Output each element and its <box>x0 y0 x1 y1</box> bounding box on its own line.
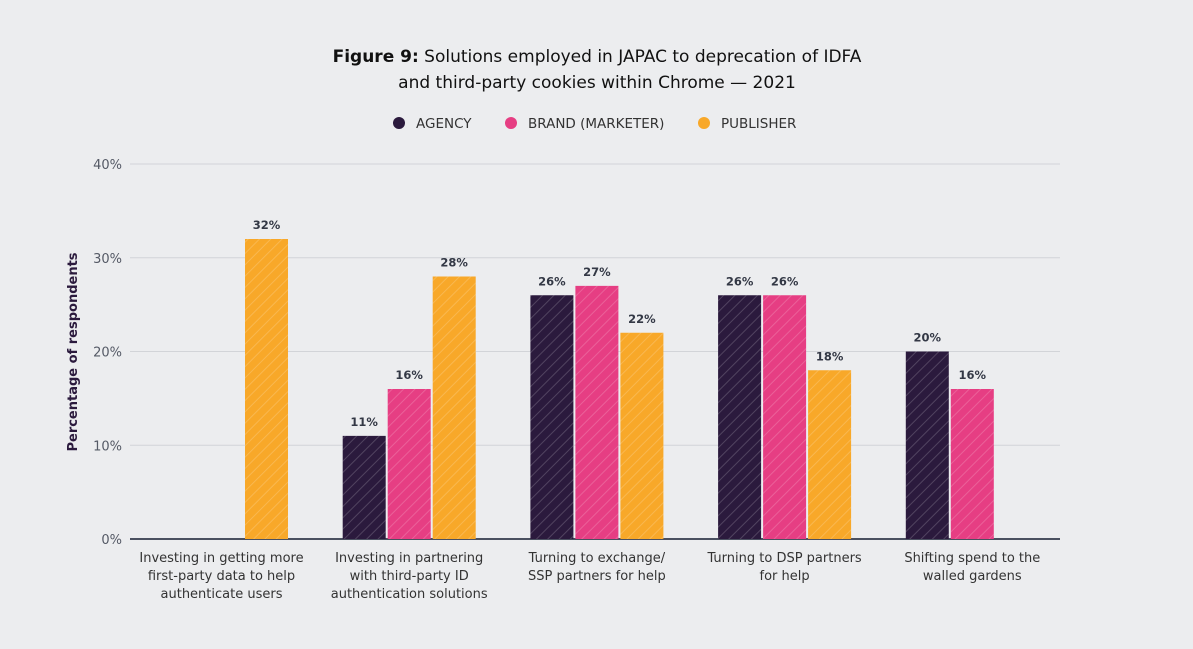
x-tick-label: Investing in partnering <box>335 551 483 566</box>
data-label: 28% <box>440 256 468 270</box>
bar-hatch <box>575 285 619 539</box>
x-tick-label: authentication solutions <box>331 587 488 602</box>
legend-label: PUBLISHER <box>721 116 796 132</box>
data-label: 27% <box>583 265 611 279</box>
bar-hatch <box>432 276 476 539</box>
legend-label: BRAND (MARKETER) <box>528 116 664 132</box>
data-label: 18% <box>816 349 844 363</box>
bar-hatch <box>342 435 386 539</box>
data-label: 11% <box>350 415 378 429</box>
x-tick-label: authenticate users <box>161 587 283 602</box>
y-tick-label: 40% <box>93 158 122 173</box>
bar-hatch <box>950 389 994 539</box>
data-label: 22% <box>628 312 656 326</box>
x-tick-label: walled gardens <box>923 569 1022 584</box>
chart-title: Figure 9: Solutions employed in JAPAC to… <box>333 47 862 67</box>
bar-hatch <box>718 295 762 539</box>
x-tick-label: for help <box>760 569 810 584</box>
data-label: 26% <box>538 274 566 288</box>
data-label: 26% <box>771 274 799 288</box>
data-label: 20% <box>914 331 942 345</box>
x-tick-label: Turning to DSP partners <box>706 551 861 566</box>
x-tick-label: Investing in getting more <box>139 551 303 566</box>
y-tick-label: 20% <box>93 346 122 361</box>
legend-swatch <box>393 117 405 129</box>
y-tick-label: 10% <box>93 439 122 454</box>
bars: 32% 11% 16% 28% 26% 27% 22% 26% 26% 18% 20% 16% <box>245 218 994 539</box>
y-tick-label: 30% <box>93 252 122 267</box>
bar-hatch <box>245 239 288 539</box>
bar-hatch <box>905 351 949 539</box>
legend-swatch <box>698 117 710 129</box>
legend-swatch <box>505 117 517 129</box>
data-label: 32% <box>253 218 281 232</box>
bar-hatch <box>763 295 807 539</box>
bar-hatch <box>530 295 574 539</box>
x-tick-label: Turning to exchange/ <box>528 551 666 566</box>
bar-hatch <box>808 370 852 539</box>
y-tick-label: 0% <box>101 533 122 548</box>
legend-label: AGENCY <box>416 116 472 132</box>
x-tick-label: first-party data to help <box>148 569 295 584</box>
bar-hatch <box>620 332 664 539</box>
y-axis-label: Percentage of respondents <box>66 252 81 451</box>
data-label: 16% <box>395 368 423 382</box>
x-tick-label: with third-party ID <box>350 569 469 584</box>
data-label: 26% <box>726 274 754 288</box>
data-label: 16% <box>959 368 987 382</box>
x-tick-label: Shifting spend to the <box>904 551 1040 566</box>
x-axis-labels: Investing in getting more first-party dat… <box>139 551 1040 602</box>
legend: AGENCY BRAND (MARKETER) PUBLISHER <box>393 116 796 132</box>
chart-title-line2: and third-party cookies within Chrome — … <box>398 73 796 93</box>
x-tick-label: SSP partners for help <box>528 569 666 584</box>
bar-hatch <box>387 389 431 539</box>
